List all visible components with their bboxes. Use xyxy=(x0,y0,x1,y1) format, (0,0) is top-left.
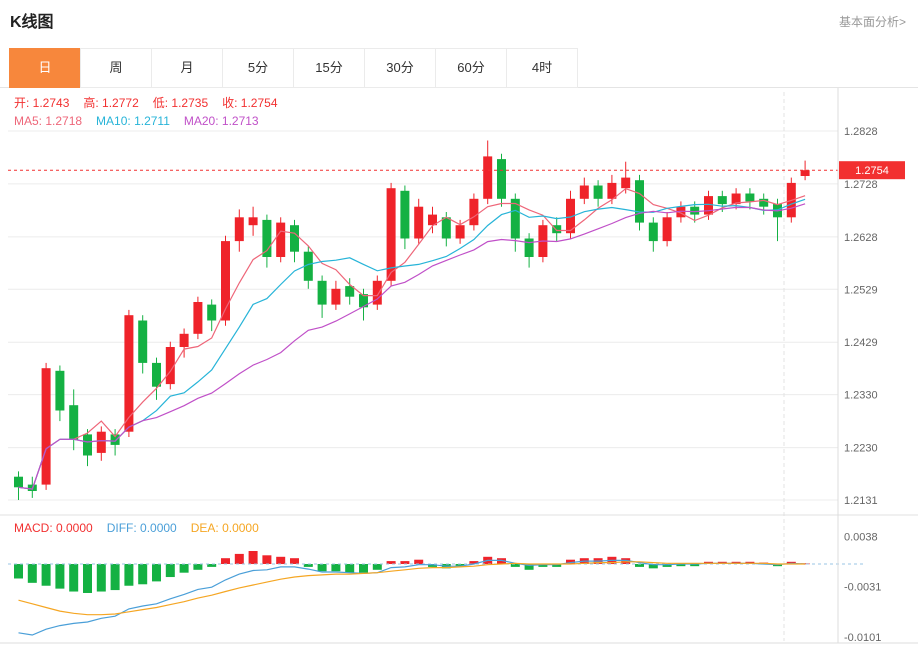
svg-text:-0.0101: -0.0101 xyxy=(844,632,881,644)
tab-15分[interactable]: 15分 xyxy=(293,48,365,88)
chart-container: 开: 1.2743 高: 1.2772 低: 1.2735 收: 1.2754 MA5… xyxy=(0,88,918,647)
page-header: K线图 基本面分析> xyxy=(0,0,918,48)
ma20-line xyxy=(18,203,806,490)
tab-4时[interactable]: 4时 xyxy=(506,48,578,88)
svg-text:1.2330: 1.2330 xyxy=(844,390,878,402)
tab-60分[interactable]: 60分 xyxy=(435,48,507,88)
svg-text:1.2529: 1.2529 xyxy=(844,284,878,296)
tab-30分[interactable]: 30分 xyxy=(364,48,436,88)
dea-line xyxy=(18,561,806,616)
svg-text:1.2429: 1.2429 xyxy=(844,337,878,349)
svg-text:1.2828: 1.2828 xyxy=(844,126,878,138)
ma10-line xyxy=(18,198,806,490)
svg-text:0.0038: 0.0038 xyxy=(844,532,878,544)
candles-layer xyxy=(14,140,810,500)
svg-text:1.2628: 1.2628 xyxy=(844,232,878,244)
tab-5分[interactable]: 5分 xyxy=(222,48,294,88)
svg-text:1.2131: 1.2131 xyxy=(844,495,878,507)
macd-layer: 0.0038 -0.0031 -0.0101 xyxy=(8,532,881,644)
current-price-tag: 1.2754 xyxy=(839,161,905,180)
svg-text:-0.0031: -0.0031 xyxy=(844,582,881,594)
ma5-line xyxy=(18,188,806,490)
diff-line xyxy=(18,559,806,636)
svg-text:1.2230: 1.2230 xyxy=(844,443,878,455)
tab-周[interactable]: 周 xyxy=(80,48,152,88)
svg-text:1.2728: 1.2728 xyxy=(844,179,878,191)
kline-chart[interactable]: 1.2828 1.2728 1.2628 1.2529 1.2429 1.2330 1.22… xyxy=(0,88,918,647)
page-title: K线图 xyxy=(10,14,54,31)
fundamental-analysis-link[interactable]: 基本面分析> xyxy=(838,15,906,29)
grid-layer: 1.2828 1.2728 1.2628 1.2529 1.2429 1.2330 1.22… xyxy=(8,92,878,641)
tab-月[interactable]: 月 xyxy=(151,48,223,88)
timeframe-tabbar: 日周月 5分 15分 30分 60分 4时 xyxy=(0,48,918,88)
svg-text:1.2754: 1.2754 xyxy=(855,165,889,177)
tab-日[interactable]: 日 xyxy=(9,48,81,88)
